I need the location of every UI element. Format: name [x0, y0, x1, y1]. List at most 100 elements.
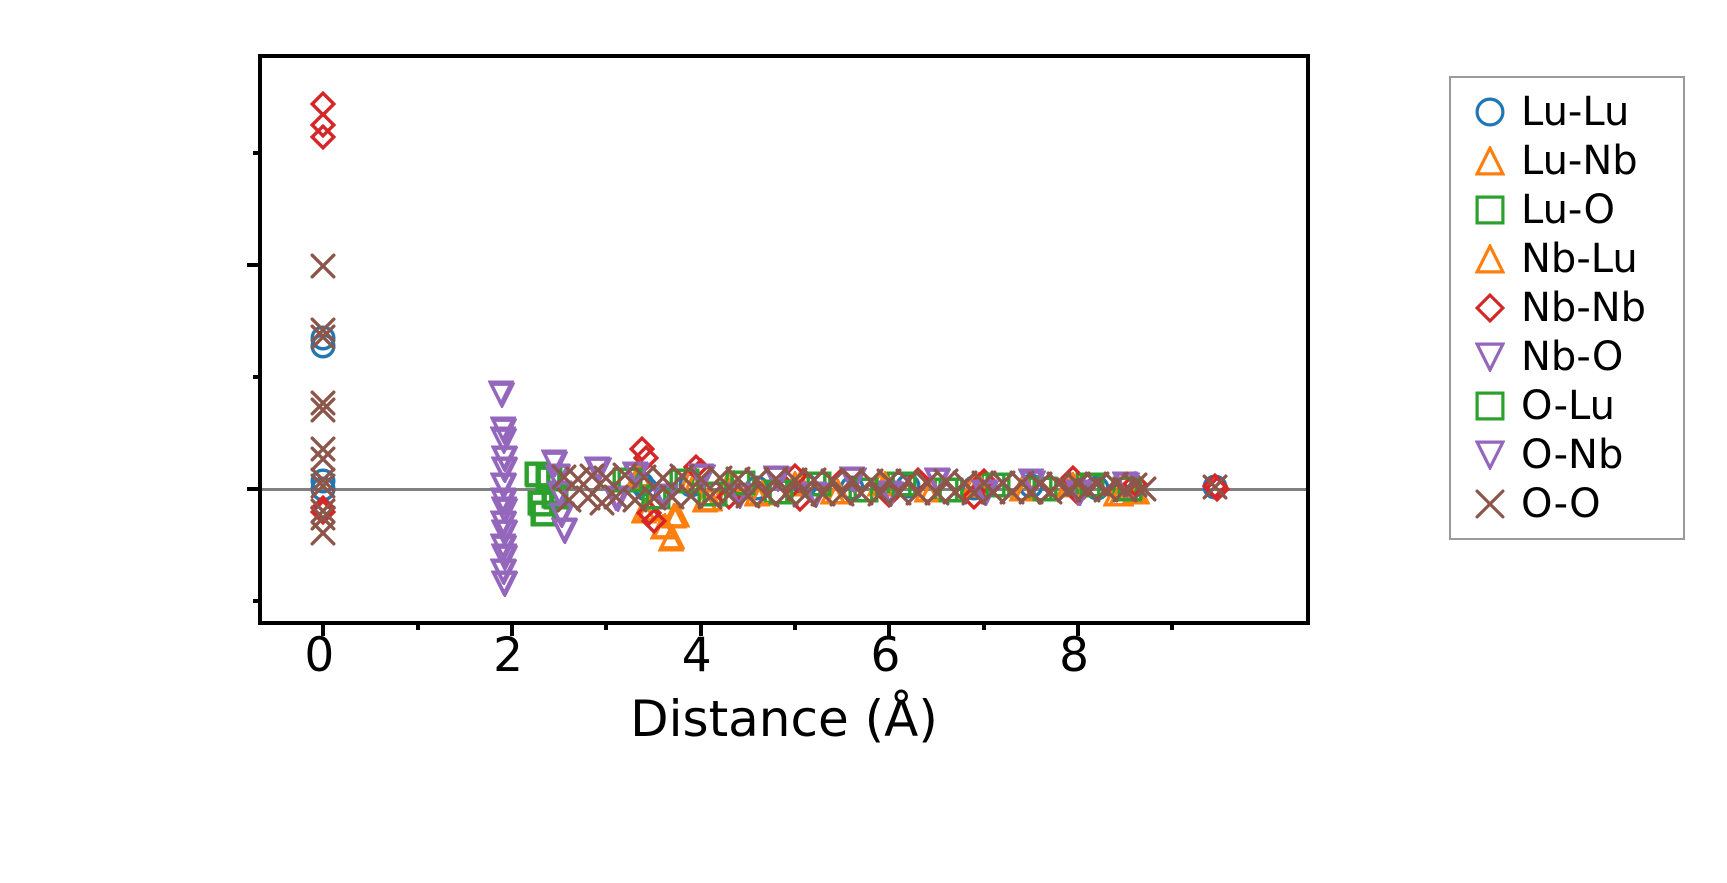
y-tick-minor — [253, 599, 262, 603]
data-point — [990, 470, 1016, 500]
plot-area — [262, 58, 1306, 621]
data-point — [1093, 477, 1119, 507]
legend-item-nb-nb[interactable]: Nb-Nb — [1451, 285, 1683, 331]
data-point — [905, 480, 931, 510]
data-point — [603, 484, 629, 514]
data-point — [782, 467, 808, 497]
legend-label: Nb-O — [1521, 334, 1624, 380]
data-point — [735, 483, 761, 513]
x-tick-minor — [604, 621, 609, 630]
plot-axes — [247, 54, 1310, 636]
data-point — [310, 467, 336, 497]
x-tick-minor — [415, 621, 420, 630]
legend-label: Lu-Lu — [1521, 89, 1630, 135]
data-point — [839, 467, 865, 497]
data-point — [773, 481, 799, 511]
data-point — [886, 480, 912, 510]
data-point — [551, 464, 577, 494]
legend-item-lu-o[interactable]: Lu-O — [1451, 187, 1683, 233]
data-point — [310, 324, 336, 354]
data-point — [801, 467, 827, 497]
x-tick-minor — [1170, 621, 1175, 630]
legend-label: Lu-Nb — [1521, 138, 1638, 184]
data-point — [980, 479, 1006, 509]
x-tick-minor — [981, 621, 986, 630]
x-tick-label: 8 — [1059, 628, 1090, 683]
legend-item-o-lu[interactable]: O-Lu — [1451, 383, 1683, 429]
data-point — [310, 498, 336, 528]
data-point — [556, 487, 582, 517]
legend-item-nb-o[interactable]: Nb-O — [1451, 334, 1683, 380]
x-tick-label: 2 — [493, 628, 523, 683]
data-point — [1065, 471, 1091, 501]
data-point — [942, 479, 968, 509]
data-point — [697, 484, 723, 514]
data-point — [310, 473, 336, 503]
y-tick-major — [247, 487, 262, 492]
data-point — [310, 436, 336, 466]
x-tick-label: 0 — [304, 628, 335, 683]
legend-label: O-Nb — [1521, 432, 1624, 478]
data-point — [707, 465, 733, 495]
data-point — [867, 481, 893, 511]
data-point — [914, 470, 940, 500]
data-point — [1103, 471, 1129, 501]
data-point — [895, 468, 921, 498]
triangle-up-icon — [1467, 239, 1513, 279]
data-point — [650, 465, 676, 495]
data-point — [622, 487, 648, 517]
legend[interactable]: Lu-Lu Lu-Nb Lu-O Nb-Lu Nb-Nb Nb-O O-Lu O-Nb O-O — [1449, 76, 1685, 540]
data-point — [999, 479, 1025, 509]
data-point — [820, 468, 846, 498]
square-icon — [1467, 190, 1513, 230]
legend-item-o-o[interactable]: O-O — [1451, 481, 1683, 527]
x-tick-major — [887, 621, 892, 636]
legend-label: Lu-O — [1521, 187, 1615, 233]
data-point — [659, 484, 685, 514]
x-tick-major — [321, 621, 326, 636]
legend-item-lu-nb[interactable]: Lu-Nb — [1451, 138, 1683, 184]
data-point — [858, 468, 884, 498]
x-tick-minor — [793, 621, 798, 630]
x-tick-label: 6 — [870, 628, 901, 683]
series-o-o — [262, 58, 1306, 621]
diamond-icon — [1467, 288, 1513, 328]
data-point — [725, 466, 751, 496]
data-point — [1027, 471, 1053, 501]
legend-label: Nb-Nb — [1521, 285, 1647, 331]
data-point — [589, 490, 615, 520]
data-point — [310, 446, 336, 476]
legend-item-nb-lu[interactable]: Nb-Lu — [1451, 236, 1683, 282]
data-point — [971, 470, 997, 500]
data-point — [565, 466, 591, 496]
data-point — [310, 397, 336, 427]
legend-label: O-O — [1521, 481, 1601, 527]
data-point — [952, 470, 978, 500]
triangle-down-icon — [1467, 435, 1513, 475]
data-point — [792, 482, 818, 512]
data-point — [754, 482, 780, 512]
data-point — [669, 463, 695, 493]
data-point — [310, 520, 336, 550]
data-point — [1018, 479, 1044, 509]
data-point — [1084, 471, 1110, 501]
y-tick-minor — [253, 375, 262, 380]
data-point — [876, 468, 902, 498]
data-point — [310, 505, 336, 535]
data-point — [575, 485, 601, 515]
legend-item-o-nb[interactable]: O-Nb — [1451, 432, 1683, 478]
data-point — [1131, 476, 1157, 506]
data-point — [1122, 472, 1148, 502]
legend-label: Nb-Lu — [1521, 236, 1638, 282]
data-point — [1112, 477, 1138, 507]
data-point — [848, 480, 874, 510]
circle-icon — [1467, 92, 1513, 132]
data-point — [688, 466, 714, 496]
legend-item-lu-lu[interactable]: Lu-Lu — [1451, 89, 1683, 135]
data-point — [1056, 477, 1082, 507]
triangle-down-icon — [1467, 337, 1513, 377]
data-point — [310, 317, 336, 347]
x-tick-major — [1076, 621, 1081, 636]
data-point — [716, 482, 742, 512]
